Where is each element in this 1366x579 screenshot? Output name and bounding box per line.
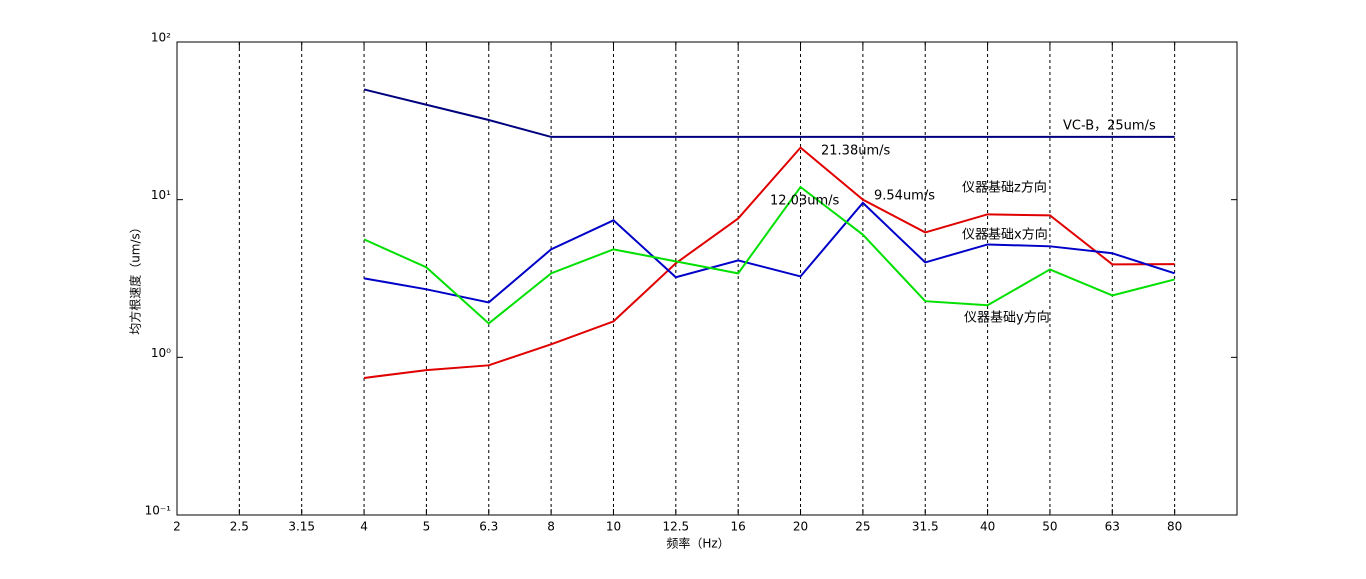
x-tick-label: 20 — [793, 520, 808, 534]
x-tick-label: 2 — [173, 520, 181, 534]
x-tick-label: 10 — [606, 520, 621, 534]
y-tick-label: 10⁻¹ — [145, 504, 172, 518]
x-tick-label: 50 — [1042, 520, 1057, 534]
series-line — [363, 88, 1175, 138]
annotation: 9.54um/s — [874, 189, 935, 204]
series-line — [363, 201, 1175, 304]
x-tick-label: 4 — [360, 520, 368, 534]
x-tick-label: 8 — [547, 520, 555, 534]
annotation: 仪器基础z方向 — [962, 180, 1047, 196]
x-tick-label: 25 — [855, 520, 870, 534]
annotation: 仪器基础y方向 — [964, 310, 1050, 326]
annotation: 仪器基础x方向 — [962, 227, 1048, 243]
series-line — [363, 146, 1175, 379]
annotation: VC-B，25um/s — [1063, 119, 1156, 134]
y-tick-label: 10² — [151, 31, 171, 45]
series-line — [363, 185, 1175, 325]
y-tick-label: 10⁰ — [151, 346, 171, 360]
y-tick-label: 10¹ — [151, 188, 171, 202]
x-tick-label: 5 — [423, 520, 431, 534]
x-tick-label: 2.5 — [230, 520, 249, 534]
x-tick-label: 12.5 — [662, 520, 689, 534]
x-tick-label: 3.15 — [288, 520, 315, 534]
x-tick-label: 80 — [1167, 520, 1182, 534]
x-tick-label: 6.3 — [479, 520, 498, 534]
plot-frame — [176, 41, 1238, 516]
x-tick-label: 16 — [731, 520, 746, 534]
x-tick-label: 31.5 — [912, 520, 939, 534]
y-axis-label: 均方根速度（um/s） — [128, 221, 143, 335]
annotation: 12.03um/s — [770, 194, 839, 209]
x-axis-label: 频率（Hz） — [666, 536, 729, 551]
annotation: 21.38um/s — [821, 144, 890, 159]
x-tick-label: 63 — [1105, 520, 1120, 534]
x-tick-label: 40 — [980, 520, 995, 534]
